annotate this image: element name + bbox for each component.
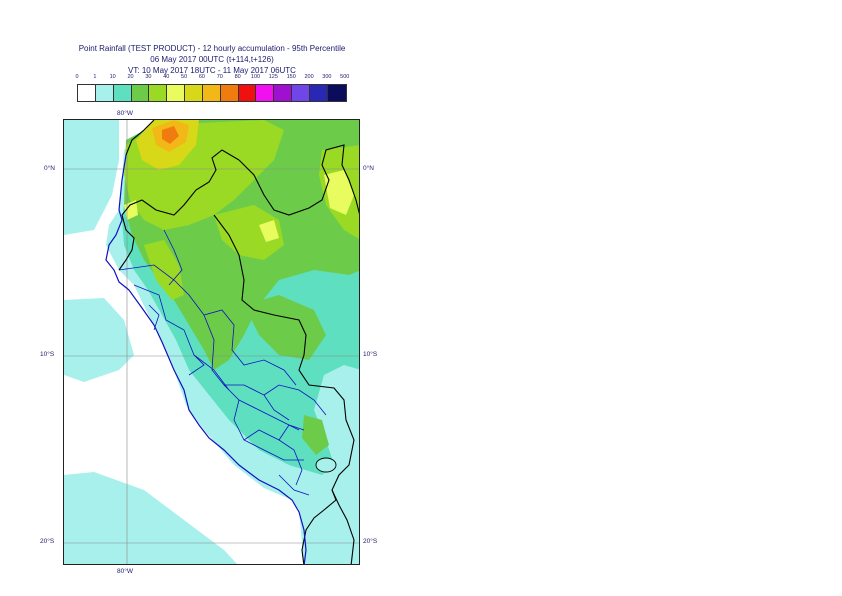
- legend-swatch: [95, 85, 114, 101]
- legend-swatch: [292, 85, 310, 101]
- rain-area-30-40: [144, 240, 184, 300]
- legend-label: 40: [163, 74, 170, 80]
- lon-label-top: 80°W: [117, 110, 133, 117]
- rainfall-map: [63, 119, 360, 565]
- border-peru-bolivia: [301, 499, 337, 564]
- admin-boundary: [233, 399, 304, 461]
- title-block: Point Rainfall (TEST PRODUCT) - 12 hourl…: [0, 43, 424, 76]
- admin-boundary: [188, 354, 205, 376]
- legend-swatch: [220, 85, 239, 101]
- rain-area-20-30: [302, 415, 329, 455]
- admin-boundary: [163, 229, 183, 286]
- rain-area-30-40: [214, 205, 284, 260]
- admin-boundary: [203, 314, 300, 431]
- offshore-rain-area: [64, 298, 134, 382]
- legend-swatch: [256, 85, 275, 101]
- legend-color-bar: [77, 84, 347, 102]
- lon-label-bottom: 80°W: [117, 568, 133, 575]
- legend-label: 1: [93, 74, 97, 80]
- offshore-rain-area: [86, 340, 114, 370]
- coastline: [105, 209, 307, 564]
- admin-boundary: [133, 284, 230, 391]
- legend-labels: 0 1 10 20 30 40 50 60 70 80 100 125 150 …: [68, 74, 358, 84]
- lat-label-right-10s: 10°S: [363, 351, 378, 358]
- coastline-north: [118, 154, 127, 211]
- legend-label: 50: [181, 74, 188, 80]
- offshore-rain-area: [64, 120, 119, 235]
- legend-swatch: [78, 85, 96, 101]
- lat-label-right-0: 0°N: [363, 165, 374, 172]
- lat-label-left-20s: 20°S: [40, 538, 55, 545]
- border-peru-brazil: [213, 214, 355, 501]
- rainfall-map-svg: [64, 120, 359, 564]
- legend-label: 60: [198, 74, 205, 80]
- legend-swatch: [238, 85, 257, 101]
- admin-boundary: [243, 429, 303, 486]
- title-line-1: Point Rainfall (TEST PRODUCT) - 12 hourl…: [78, 44, 346, 53]
- legend-swatch: [149, 85, 168, 101]
- legend-label: 0: [75, 74, 79, 80]
- legend-label: 150: [286, 74, 296, 80]
- border-chile-bolivia: [331, 489, 355, 564]
- legend-label: 70: [216, 74, 223, 80]
- legend-swatch: [185, 85, 203, 101]
- border-colombia-peru: [238, 144, 359, 216]
- lat-label-right-20s: 20°S: [363, 538, 378, 545]
- legend-label: 200: [304, 74, 314, 80]
- border-ecuador-peru: [118, 149, 240, 271]
- legend-label: 30: [145, 74, 152, 80]
- legend-label: 125: [268, 74, 278, 80]
- admin-boundary: [278, 424, 305, 441]
- rain-area-40-50: [324, 170, 354, 215]
- border-colombia: [125, 120, 155, 156]
- legend-label: 10: [109, 74, 116, 80]
- legend-swatch: [274, 85, 293, 101]
- lat-label-left-10s: 10°S: [40, 351, 55, 358]
- legend-label: 100: [250, 74, 261, 80]
- legend-swatch: [309, 85, 328, 101]
- legend-label: 300: [322, 74, 332, 80]
- title-line-3: VT: 10 May 2017 18UTC - 11 May 2017 06UT…: [128, 66, 296, 75]
- legend-label: 80: [234, 74, 241, 80]
- offshore-rain-area: [64, 472, 238, 564]
- admin-boundary: [148, 304, 160, 331]
- rain-area-40-50: [259, 220, 279, 242]
- lat-label-left-0: 0°N: [44, 165, 55, 172]
- lake-titicaca: [315, 457, 337, 473]
- legend-swatch: [202, 85, 221, 101]
- legend-label: 500: [340, 74, 350, 80]
- legend-swatch: [167, 85, 186, 101]
- admin-boundary: [118, 264, 297, 386]
- admin-boundary: [278, 474, 310, 496]
- legend-swatch: [113, 85, 132, 101]
- title-line-2: 06 May 2017 00UTC (t+114,t+126): [150, 55, 274, 64]
- legend-swatch: [131, 85, 150, 101]
- rain-area-70-80: [162, 126, 179, 144]
- legend-swatch: [327, 85, 346, 101]
- admin-boundary: [263, 384, 327, 416]
- rain-area-40-50: [124, 200, 138, 220]
- legend-label: 20: [127, 74, 134, 80]
